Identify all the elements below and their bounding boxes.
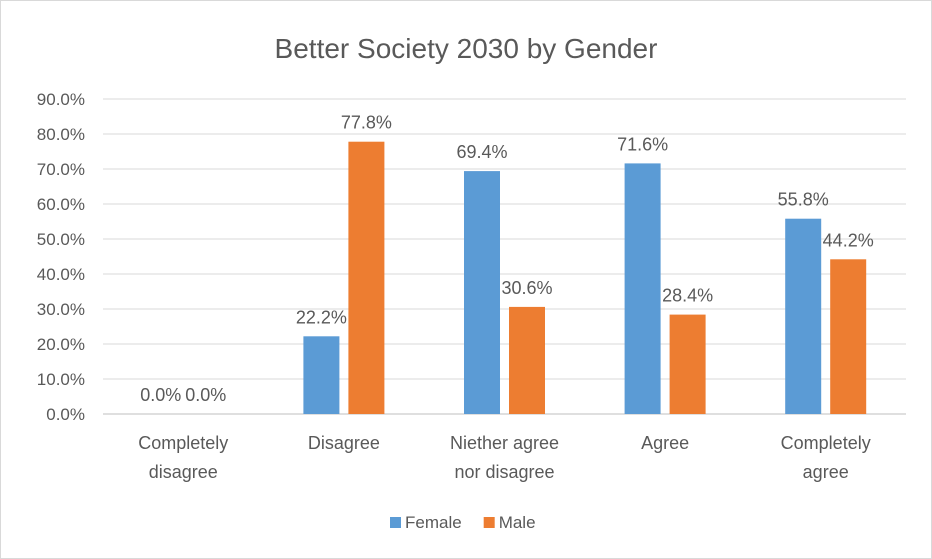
x-category-label: disagree bbox=[149, 462, 218, 482]
y-tick-label: 60.0% bbox=[37, 195, 85, 214]
bars bbox=[303, 141, 867, 414]
bar-male bbox=[669, 314, 706, 414]
x-axis: Completely disagree Disagree Niether agree n… bbox=[138, 433, 870, 482]
y-tick-label: 20.0% bbox=[37, 335, 85, 354]
data-label-female: 22.2% bbox=[296, 307, 347, 327]
legend-swatch bbox=[390, 517, 401, 528]
bar-female bbox=[303, 336, 340, 414]
bar-female bbox=[464, 171, 500, 414]
data-label-female: 55.8% bbox=[778, 190, 829, 210]
legend-item-male: Male bbox=[483, 513, 536, 532]
bar-male bbox=[509, 306, 545, 414]
legend-label: Female bbox=[405, 513, 462, 532]
data-label-male: 28.4% bbox=[662, 286, 713, 306]
legend-swatch bbox=[483, 517, 495, 528]
bar-female bbox=[624, 163, 661, 414]
legend-label: Male bbox=[499, 513, 536, 532]
y-tick-label: 80.0% bbox=[37, 125, 85, 144]
y-tick-label: 0.0% bbox=[46, 405, 85, 424]
y-axis: 0.0% 10.0% 20.0% 30.0% 40.0% 50.0% 60.0% 70.0% 8… bbox=[37, 90, 85, 424]
data-label-male: 0.0% bbox=[185, 385, 226, 405]
bar-female bbox=[785, 218, 822, 414]
gridlines bbox=[103, 98, 906, 415]
x-category-label: Niether agree bbox=[450, 433, 559, 453]
bar-male bbox=[830, 259, 867, 414]
data-labels: 0.0% 0.0% 22.2% 77.8% 69.4% 30.6% 71.6% 28.4% 55… bbox=[140, 113, 873, 405]
x-category-label: agree bbox=[803, 462, 849, 482]
data-label-female: 69.4% bbox=[456, 142, 507, 162]
chart-title: Better Society 2030 by Gender bbox=[275, 33, 658, 64]
data-label-male: 44.2% bbox=[823, 230, 874, 250]
data-label-female: 71.6% bbox=[617, 134, 668, 154]
x-category-label: Completely bbox=[138, 433, 228, 453]
x-category-label: Completely bbox=[781, 433, 871, 453]
data-label-female: 0.0% bbox=[140, 385, 181, 405]
x-category-label: nor disagree bbox=[454, 462, 554, 482]
bar-male bbox=[348, 141, 385, 414]
y-tick-label: 40.0% bbox=[37, 265, 85, 284]
y-tick-label: 50.0% bbox=[37, 230, 85, 249]
data-label-male: 30.6% bbox=[501, 278, 552, 298]
x-category-label: Disagree bbox=[308, 433, 380, 453]
legend: Female Male bbox=[390, 513, 536, 532]
legend-item-female: Female bbox=[390, 513, 462, 532]
x-category-label: Agree bbox=[641, 433, 689, 453]
y-tick-label: 30.0% bbox=[37, 300, 85, 319]
data-label-male: 77.8% bbox=[341, 113, 392, 133]
y-tick-label: 70.0% bbox=[37, 160, 85, 179]
y-tick-label: 10.0% bbox=[37, 370, 85, 389]
y-tick-label: 90.0% bbox=[37, 90, 85, 109]
